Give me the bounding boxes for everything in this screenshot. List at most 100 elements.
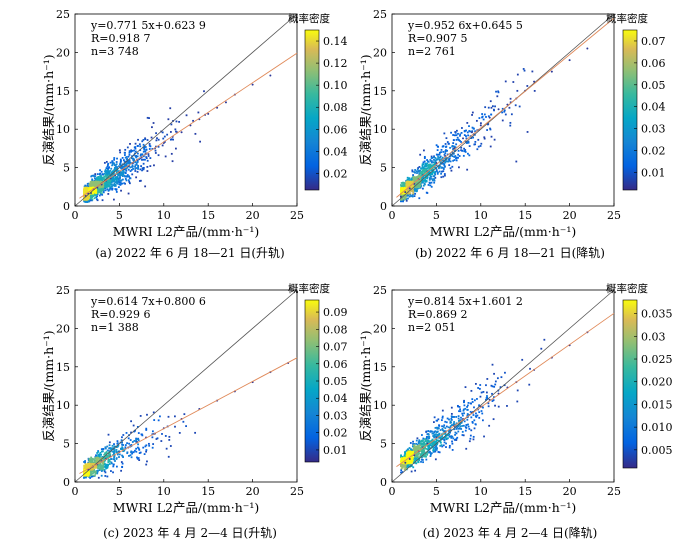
scatter-point	[96, 184, 99, 186]
scatter-point	[464, 149, 467, 151]
y-tick-label: 10	[373, 123, 387, 136]
scatter-point	[414, 455, 417, 458]
scatter-point	[531, 70, 534, 73]
scatter-point	[400, 457, 403, 460]
scatter-point	[437, 436, 440, 439]
scatter-point	[109, 161, 112, 164]
scatter-point	[112, 465, 115, 468]
scatter-point	[420, 454, 423, 457]
scatter-point	[167, 415, 170, 418]
r-value: R=0.918 7	[91, 32, 151, 45]
scatter-point	[145, 157, 148, 160]
x-tick-label: 15	[201, 209, 215, 222]
scatter-point	[122, 434, 125, 436]
scatter-point	[120, 164, 122, 167]
scatter-point	[409, 182, 412, 185]
scatter-point	[83, 189, 86, 192]
scatter-point	[120, 167, 123, 170]
scatter-point	[408, 447, 411, 449]
scatter-point	[100, 474, 103, 477]
scatter-point	[128, 455, 130, 457]
scatter-point	[170, 138, 173, 141]
scatter-point	[420, 445, 423, 448]
colorbar-tick-label: 0.04	[323, 145, 348, 158]
scatter-point	[429, 455, 432, 457]
scatter-point	[139, 451, 142, 454]
scatter-point	[442, 170, 445, 173]
scatter-point	[493, 109, 495, 112]
scatter-point	[428, 181, 431, 184]
scatter-point	[142, 143, 145, 146]
scatter-point	[425, 436, 428, 439]
scatter-point	[111, 160, 114, 162]
scatter-point	[417, 170, 420, 173]
scatter-point	[429, 184, 432, 187]
scatter-point	[420, 452, 423, 455]
y-tick-label: 15	[373, 85, 387, 98]
scatter-point	[143, 145, 146, 148]
scatter-point	[95, 185, 98, 187]
scatter-point	[178, 120, 181, 123]
scatter-point	[413, 195, 416, 198]
scatter-point	[411, 195, 414, 198]
scatter-point	[90, 175, 93, 178]
scatter-point	[116, 179, 118, 182]
scatter-point	[83, 186, 86, 189]
scatter-point	[139, 153, 142, 156]
scatter-point	[106, 171, 109, 174]
data-point	[399, 195, 402, 198]
scatter-point	[451, 165, 454, 168]
y-tick-label: 15	[56, 361, 70, 374]
scatter-point	[417, 179, 419, 182]
scatter-point	[145, 463, 148, 466]
scatter-point	[137, 152, 139, 155]
scatter-point	[459, 425, 462, 428]
scatter-point	[100, 448, 103, 451]
scatter-point	[473, 427, 476, 430]
scatter-point	[486, 129, 489, 131]
x-tick-label: 10	[474, 485, 488, 498]
scatter-point	[474, 140, 477, 143]
scatter-point	[438, 164, 441, 167]
scatter-point	[127, 168, 130, 171]
scatter-point	[101, 193, 104, 196]
scatter-point	[433, 436, 436, 439]
scatter-point	[106, 181, 109, 184]
x-tick-label: 25	[607, 485, 621, 498]
scatter-point	[105, 185, 108, 188]
scatter-point	[461, 149, 464, 152]
scatter-point	[501, 107, 504, 110]
scatter-point	[97, 181, 100, 184]
scatter-point	[431, 178, 434, 181]
scatter-point	[402, 187, 405, 190]
scatter-point	[126, 442, 128, 445]
scatter-point	[406, 453, 409, 455]
scatter-point	[96, 466, 99, 468]
scatter-point	[145, 427, 148, 430]
scatter-point	[471, 420, 474, 423]
scatter-point	[115, 178, 117, 181]
data-point	[404, 191, 407, 194]
scatter-point	[457, 427, 460, 430]
scatter-point	[453, 145, 456, 148]
data-point	[533, 80, 536, 83]
scatter-point	[455, 134, 458, 137]
scatter-point	[119, 176, 121, 179]
scatter-point	[457, 132, 459, 135]
scatter-point	[401, 465, 404, 468]
scatter-point	[96, 191, 99, 194]
scatter-point	[432, 435, 435, 437]
scatter-point	[413, 176, 416, 179]
scatter-point	[136, 456, 138, 459]
colorbar-tick-label: 0.01	[641, 166, 666, 179]
scatter-point	[124, 148, 127, 151]
scatter-point	[97, 454, 99, 456]
scatter-point	[442, 150, 445, 153]
scatter-point	[139, 145, 142, 148]
scatter-point	[140, 165, 143, 168]
scatter-point	[424, 168, 427, 171]
scatter-point	[408, 450, 411, 453]
scatter-point	[122, 444, 125, 446]
scatter-point	[118, 453, 121, 456]
